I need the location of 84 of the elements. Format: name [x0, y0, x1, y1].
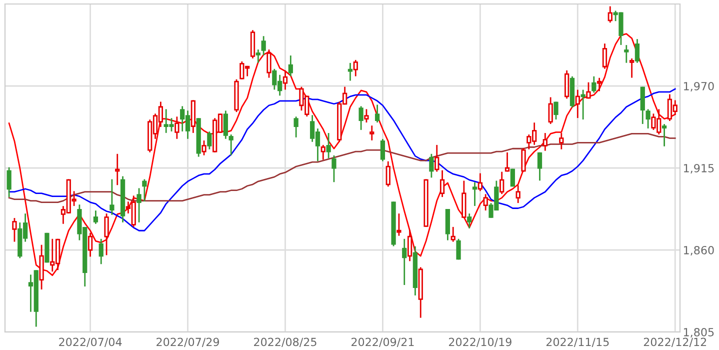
- candlestick: [348, 62, 353, 81]
- candlestick: [250, 30, 256, 58]
- candlestick: [407, 230, 412, 262]
- candlestick: [332, 155, 336, 182]
- y-tick-label: 1,970: [684, 82, 714, 92]
- candlestick: [261, 36, 266, 56]
- candlestick: [462, 180, 466, 218]
- candlestick: [596, 78, 602, 92]
- candlestick: [98, 238, 104, 264]
- candlestick: [504, 152, 510, 172]
- candlestick: [445, 209, 450, 240]
- candlestick: [624, 45, 629, 63]
- candlestick: [646, 109, 650, 128]
- candlestick: [429, 154, 434, 178]
- x-tick-label: 2022/07/29: [156, 338, 219, 348]
- candlestick: [629, 58, 634, 78]
- candlestick: [516, 185, 520, 203]
- candlestick: [396, 214, 402, 236]
- candlestick: [472, 182, 478, 206]
- candlestick: [288, 55, 293, 76]
- candlestick: [228, 134, 234, 156]
- candlestick: [88, 232, 93, 257]
- candlestick: [364, 109, 369, 122]
- candlestick: [592, 76, 596, 93]
- candlestick: [266, 50, 272, 78]
- candlestick: [174, 116, 180, 139]
- candlestick: [634, 39, 640, 63]
- candlestick: [564, 70, 570, 99]
- y-tick-label: 1,860: [684, 246, 714, 256]
- candlestick: [370, 126, 374, 140]
- candlestick: [662, 124, 667, 146]
- x-tick-label: 2022/08/25: [254, 338, 316, 348]
- candlestick: [386, 161, 390, 187]
- candlestick: [256, 50, 260, 63]
- candlestick: [207, 132, 212, 150]
- candlestick: [478, 173, 482, 192]
- candlestick: [223, 110, 228, 139]
- candlestick: [500, 172, 504, 194]
- x-tick-label: 2022/11/15: [546, 338, 609, 348]
- candlestick: [542, 133, 548, 151]
- candlestick: [548, 97, 553, 124]
- candlestick: [115, 154, 120, 186]
- candlestick: [640, 86, 645, 124]
- candlestick: [380, 138, 386, 162]
- candlestick: [136, 188, 142, 222]
- candlestick: [93, 210, 98, 224]
- candlestick: [326, 133, 331, 158]
- candlestick: [402, 238, 407, 285]
- candlestick: [510, 168, 515, 187]
- candlestick: [537, 152, 542, 181]
- candlestick: [282, 70, 288, 90]
- x-tick-label: 2022/10/19: [448, 338, 512, 348]
- candlestick: [434, 144, 440, 172]
- y-tick-label: 1,805: [684, 328, 714, 338]
- candlestick: [602, 44, 608, 69]
- candlestick: [142, 179, 147, 202]
- candlestick: [39, 244, 44, 290]
- x-tick-label: 2022/07/04: [59, 338, 122, 348]
- y-tick-label: 1,915: [684, 164, 714, 174]
- candlestick: [450, 226, 456, 242]
- candlestick: [110, 179, 114, 215]
- candlestick: [608, 6, 612, 23]
- candlestick: [294, 116, 298, 138]
- candlestick: [440, 170, 445, 198]
- line-series: [8, 88, 676, 232]
- candlestick: [559, 133, 564, 150]
- x-tick-label: 2022/09/21: [352, 338, 414, 348]
- candlestick: [483, 194, 488, 210]
- candlestick: [521, 148, 526, 172]
- candlestick: [353, 60, 358, 76]
- candlestick: [104, 214, 109, 256]
- candlestick: [6, 167, 12, 198]
- candlestick: [358, 106, 364, 130]
- candlestick: [580, 90, 586, 120]
- candlestick: [320, 144, 326, 160]
- x-tick-label: 2022/12/12: [644, 338, 706, 348]
- candlestick: [586, 82, 591, 99]
- candlestick: [467, 214, 472, 228]
- candlestick: [575, 90, 580, 118]
- candlestick: [12, 218, 17, 242]
- candlestick: [554, 102, 558, 120]
- candlestick: [374, 104, 380, 122]
- candlestick: [456, 238, 461, 260]
- candlestick: [202, 140, 206, 156]
